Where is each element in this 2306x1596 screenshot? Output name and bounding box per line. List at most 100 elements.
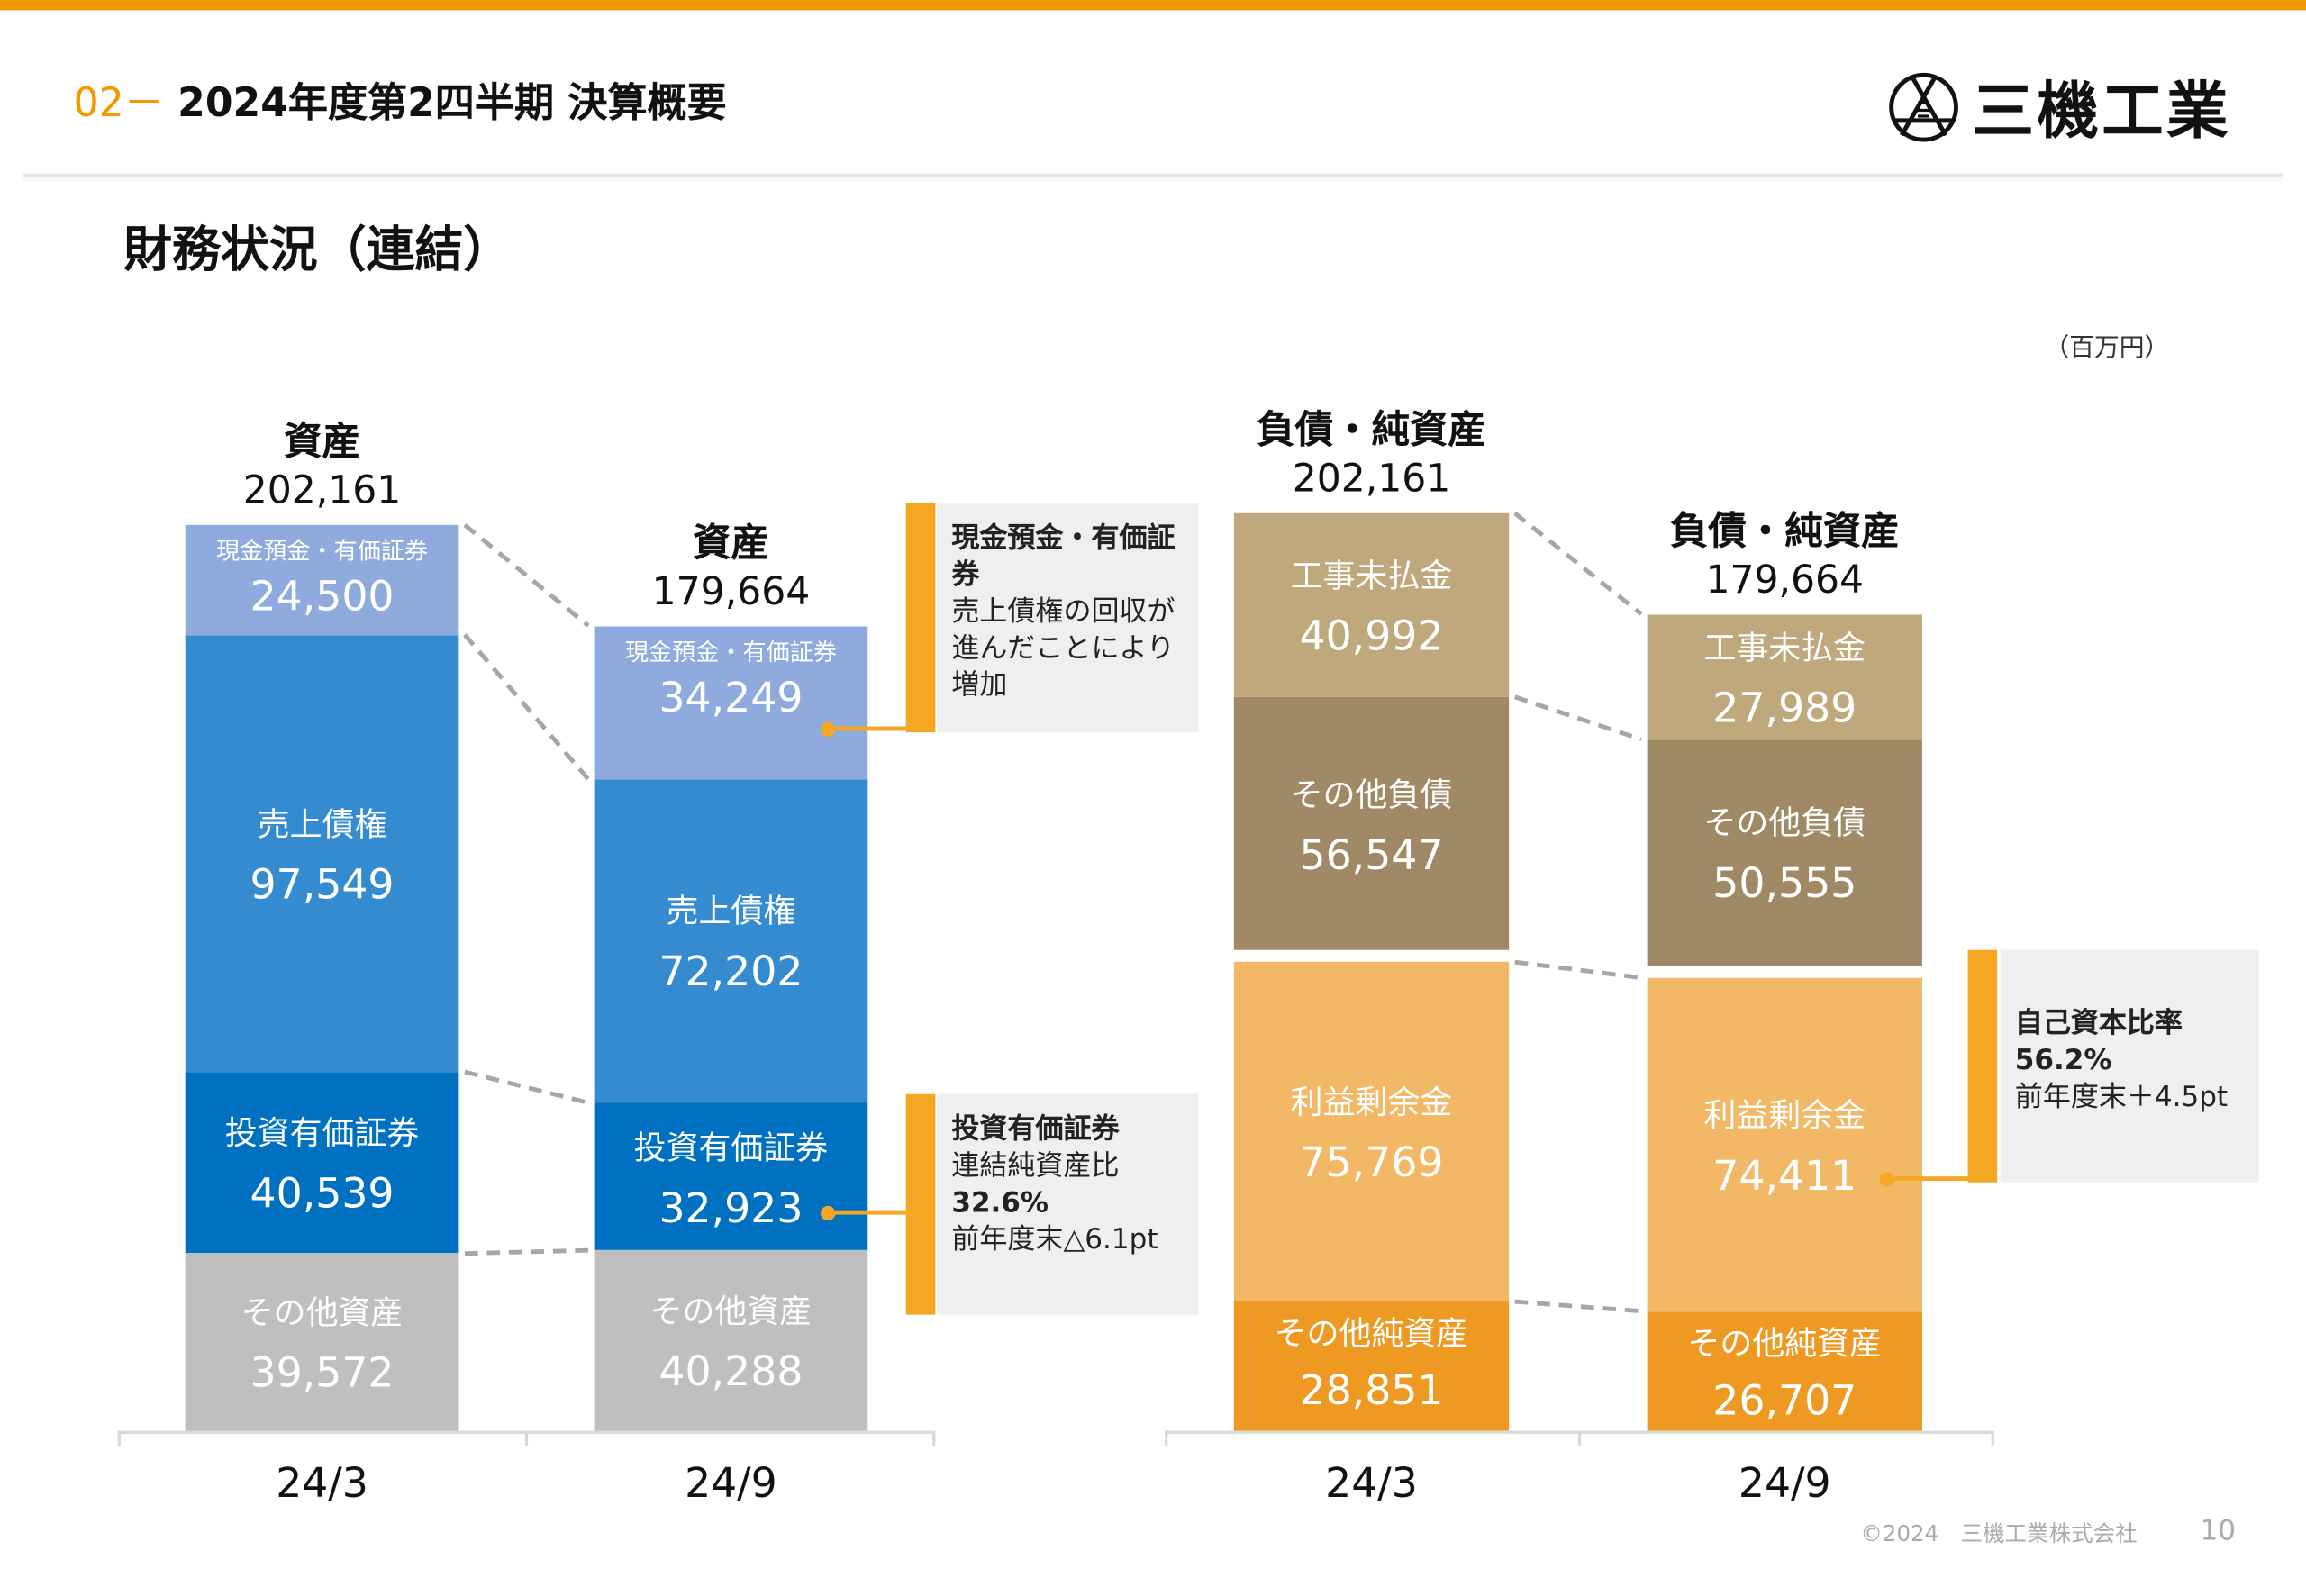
callout-cash-line	[831, 726, 908, 731]
bar-segment-0-0-2: 売上債権 97,549	[185, 634, 459, 1073]
bar-total-title: 負債・純資産	[1669, 509, 1900, 554]
callout-securities-bar	[905, 1093, 936, 1315]
callout-equity-line2: 前年度末＋4.5pt	[2014, 1081, 2229, 1113]
callout-cash-title: 現金預金・有価証券	[951, 521, 1176, 592]
x-axis-label: 24/3	[1325, 1458, 1418, 1508]
segment-label: その他純資産	[1274, 1316, 1469, 1354]
connector-line	[1513, 694, 1642, 742]
bar-total-title: 資産	[692, 521, 769, 566]
x-axis-tick	[117, 1430, 121, 1446]
section-number: 02	[73, 80, 124, 127]
header-title: 02－ 2024年度第2四半期 決算概要	[74, 70, 727, 128]
callout-securities-dot	[821, 1205, 836, 1221]
segment-label: 売上債権	[257, 806, 387, 844]
bar-segment-0-0-3: 現金預金・有価証券 24,500	[185, 524, 459, 635]
callout-cash-bar	[905, 503, 936, 733]
bar-total-value: 202,161	[242, 468, 402, 513]
segment-value: 27,989	[1712, 683, 1857, 732]
segment-value: 74,411	[1712, 1150, 1857, 1200]
segment-label: 投資有価証券	[224, 1116, 420, 1154]
segment-label: 工事未払金	[1290, 558, 1453, 596]
segment-value: 34,249	[658, 673, 803, 721]
segment-label: 工事未払金	[1703, 630, 1866, 667]
segment-value: 26,707	[1712, 1375, 1857, 1425]
callout-equity-bar	[1967, 949, 1998, 1183]
connector-line	[463, 522, 590, 628]
unit-label: （百万円）	[2044, 333, 2170, 364]
callout-securities-line1: 連結純資産比	[951, 1149, 1120, 1183]
logo-mark-icon	[1889, 72, 1958, 141]
segment-value: 56,547	[1299, 830, 1444, 879]
segment-value: 28,851	[1299, 1365, 1444, 1415]
segment-value: 39,572	[250, 1348, 395, 1398]
bar-total-title: 資産	[284, 420, 361, 465]
segment-label: 売上債権	[666, 894, 796, 932]
bar-segment-1-1-2: その他負債 50,555	[1647, 739, 1922, 966]
callout-securities-value: 32.6%	[951, 1186, 1049, 1220]
bar-total-value: 179,664	[651, 569, 811, 614]
segment-label: 現金預金・有価証券	[624, 637, 838, 666]
bar-total-label: 負債・純資産 202,161	[1176, 407, 1568, 504]
x-axis-label: 24/3	[276, 1458, 368, 1508]
bar-total-title: 負債・純資産	[1257, 408, 1486, 453]
company-logo: 三機工業	[1887, 62, 2231, 152]
bar-segment-1-0-3: 工事未払金 40,992	[1233, 512, 1510, 697]
connector-line	[463, 633, 590, 781]
section-dash: －	[123, 80, 164, 127]
bar-segment-1-0-1: 利益剰余金 75,769	[1233, 962, 1510, 1302]
connector-line	[464, 1247, 589, 1256]
bar-segment-0-0-1: 投資有価証券 40,539	[185, 1072, 459, 1254]
callout-securities-line2: 前年度末△6.1pt	[951, 1223, 1158, 1256]
bar-segment-1-1-3: 工事未払金 27,989	[1647, 613, 1922, 739]
callout-securities: 投資有価証券 連結純資産比 32.6% 前年度末△6.1pt	[937, 1093, 1199, 1315]
connector-line	[464, 1069, 589, 1105]
bar-segment-0-1-2: 売上債権 72,202	[594, 779, 868, 1103]
callout-securities-line	[831, 1210, 908, 1215]
callout-equity-ratio: 自己資本比率 56.2% 前年度末＋4.5pt	[2000, 949, 2259, 1183]
x-axis-tick	[932, 1430, 936, 1446]
segment-value: 32,923	[658, 1183, 803, 1232]
bar-total-value: 202,161	[1292, 457, 1451, 502]
page-number: 10	[2200, 1514, 2237, 1547]
segment-value: 40,288	[658, 1347, 803, 1396]
bar-segment-0-1-1: 投資有価証券 32,923	[594, 1102, 868, 1251]
segment-value: 24,500	[250, 572, 395, 621]
bar-segment-1-0-2: その他負債 56,547	[1233, 696, 1510, 951]
segment-value: 97,549	[250, 859, 395, 909]
bar-total-label: 資産 179,664	[535, 520, 926, 617]
callout-equity-line	[1890, 1176, 1970, 1182]
x-axis-tick	[1991, 1430, 1994, 1446]
segment-value: 40,539	[250, 1169, 395, 1219]
segment-label: その他資産	[649, 1293, 813, 1331]
bar-segment-0-1-0: その他資産 40,288	[594, 1250, 868, 1431]
copyright: ©2024 三機工業株式会社	[1860, 1520, 2138, 1547]
bar-total-value: 179,664	[1705, 558, 1865, 603]
header-divider	[23, 173, 2283, 177]
callout-equity-dot	[1879, 1172, 1894, 1187]
header-text: 2024年度第2四半期 決算概要	[177, 80, 727, 127]
callout-cash-body: 売上債権の回収が進んだことにより増加	[951, 595, 1176, 702]
segment-value: 72,202	[658, 948, 803, 997]
connector-line	[1513, 511, 1643, 616]
segment-label: その他負債	[1290, 776, 1453, 814]
callout-securities-title: 投資有価証券	[951, 1112, 1120, 1146]
callout-equity-title: 自己資本比率	[2014, 1007, 2183, 1040]
bar-segment-0-1-3: 現金預金・有価証券 34,249	[594, 625, 868, 780]
callout-cash-dot	[821, 721, 836, 737]
segment-label: 利益剰余金	[1703, 1098, 1866, 1136]
segment-label: その他純資産	[1687, 1326, 1883, 1363]
logo-text: 三機工業	[1972, 75, 2231, 148]
segment-label: その他負債	[1703, 806, 1866, 844]
bar-segment-1-1-1: 利益剰余金 74,411	[1647, 977, 1922, 1311]
bar-segment-1-0-0: その他純資産 28,851	[1233, 1301, 1510, 1431]
bar-total-label: 負債・純資産 179,664	[1588, 508, 1981, 605]
segment-label: 現金預金・有価証券	[215, 536, 429, 565]
top-accent-bar	[0, 0, 2306, 11]
page-title: 財務状況（連結）	[123, 220, 513, 278]
callout-equity-value: 56.2%	[2014, 1044, 2112, 1077]
x-axis-label: 24/9	[1738, 1458, 1831, 1508]
bar-total-label: 資産 202,161	[126, 419, 517, 516]
segment-label: 利益剰余金	[1290, 1085, 1453, 1122]
segment-label: その他資産	[241, 1295, 404, 1333]
